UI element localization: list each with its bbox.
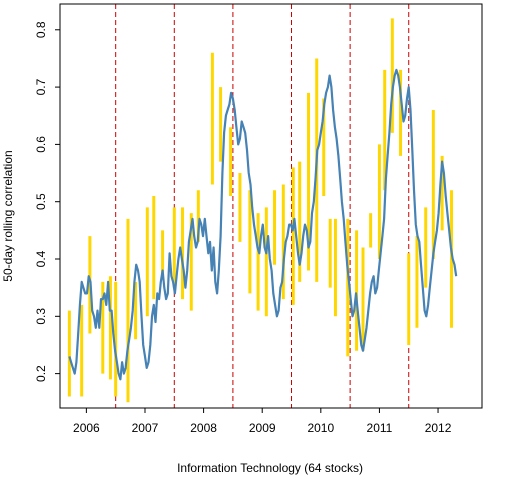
correlation-series <box>68 68 458 381</box>
x-tick-label: 2010 <box>307 421 334 435</box>
x-tick-label: 2012 <box>425 421 452 435</box>
y-tick-label: 0.5 <box>34 193 48 210</box>
y-tick-label: 0.4 <box>34 250 48 267</box>
correlation-line <box>68 68 458 381</box>
year-boundary-lines <box>115 4 410 408</box>
plot-frame <box>59 3 483 409</box>
x-axis-label: Information Technology (64 stocks) <box>177 461 363 475</box>
x-tick-label: 2009 <box>249 421 276 435</box>
x-tick-label: 2007 <box>132 421 159 435</box>
x-tick-label: 2011 <box>367 421 393 435</box>
yellow-range-bars <box>67 18 454 403</box>
y-tick-label: 0.8 <box>34 21 48 38</box>
axes: 2006 2007 2008 2009 2010 2011 2012 0.2 0.3 0.4 0.5… <box>34 3 483 435</box>
y-tick-label: 0.3 <box>34 308 48 325</box>
x-tick-label: 2008 <box>190 421 217 435</box>
y-tick-label: 0.6 <box>34 136 48 153</box>
y-tick-label: 0.7 <box>34 78 48 95</box>
y-tick-label: 0.2 <box>34 365 48 382</box>
x-tick-label: 2006 <box>73 421 100 435</box>
y-axis-label: 50-day rolling correlation <box>1 150 15 281</box>
